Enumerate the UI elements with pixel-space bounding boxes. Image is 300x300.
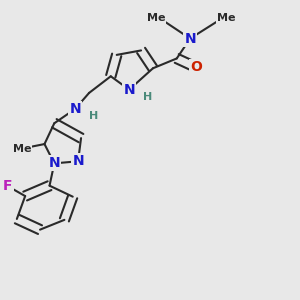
Text: N: N	[69, 102, 81, 116]
Text: N: N	[184, 32, 196, 46]
Text: H: H	[143, 92, 152, 102]
Text: F: F	[3, 179, 13, 193]
Text: N: N	[49, 156, 60, 170]
Text: O: O	[190, 60, 202, 74]
Text: H: H	[89, 111, 98, 122]
Text: Me: Me	[147, 13, 165, 23]
Text: Me: Me	[13, 143, 32, 154]
Text: N: N	[72, 154, 84, 168]
Text: N: N	[123, 83, 135, 97]
Text: Me: Me	[217, 13, 235, 23]
